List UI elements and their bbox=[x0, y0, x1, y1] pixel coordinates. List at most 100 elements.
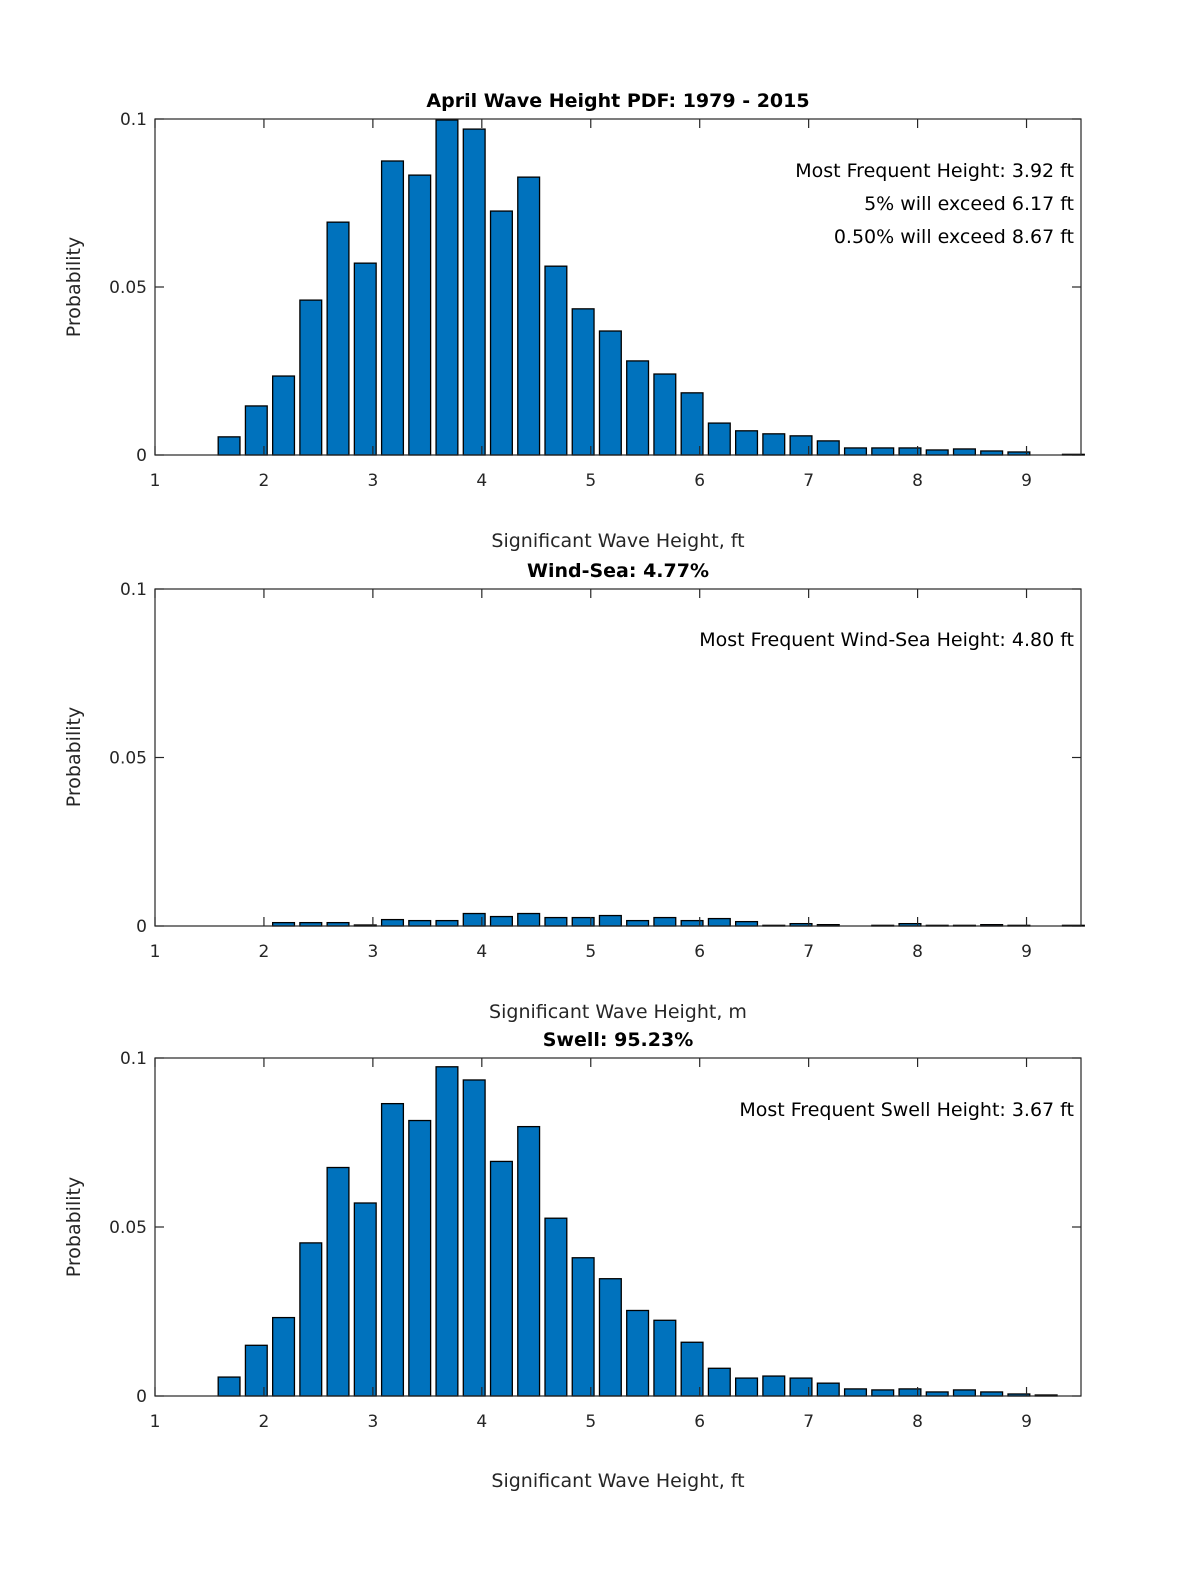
bar bbox=[408, 919, 432, 927]
bar bbox=[653, 1319, 677, 1397]
x-tick-label: 7 bbox=[803, 471, 814, 491]
bar bbox=[517, 176, 541, 456]
bar bbox=[925, 449, 949, 456]
bar bbox=[353, 262, 377, 456]
x-tick-label: 3 bbox=[367, 1412, 378, 1432]
x-axis-label: Significant Wave Height, ft bbox=[491, 1470, 744, 1492]
bar bbox=[326, 221, 350, 456]
x-tick-label: 1 bbox=[150, 471, 161, 491]
annotation-most-frequent: Most Frequent Height: 3.92 ft bbox=[795, 160, 1074, 182]
bar bbox=[598, 1278, 622, 1397]
bar bbox=[980, 450, 1004, 456]
bar bbox=[925, 1391, 949, 1397]
bar bbox=[517, 912, 541, 927]
bar bbox=[626, 360, 650, 456]
bar bbox=[871, 447, 895, 456]
x-tick-label: 6 bbox=[694, 942, 705, 962]
x-tick-label: 3 bbox=[367, 942, 378, 962]
bar bbox=[762, 1375, 786, 1397]
bar bbox=[299, 299, 323, 456]
bar bbox=[571, 1257, 595, 1397]
bar bbox=[435, 119, 459, 456]
y-tick-label: 0.05 bbox=[109, 278, 147, 298]
bar bbox=[980, 1391, 1004, 1397]
bar bbox=[517, 1125, 541, 1397]
bar bbox=[680, 392, 704, 456]
bar bbox=[489, 915, 513, 927]
bar bbox=[598, 914, 622, 927]
x-axis-label: Significant Wave Height, ft bbox=[491, 530, 744, 552]
bar bbox=[626, 919, 650, 927]
y-axis-label: Probability bbox=[63, 1177, 85, 1277]
x-axis-label: Significant Wave Height, m bbox=[489, 1001, 747, 1023]
annotation-most-frequent-swell: Most Frequent Swell Height: 3.67 ft bbox=[739, 1099, 1074, 1121]
bar bbox=[544, 265, 568, 456]
y-tick-label: 0 bbox=[136, 917, 147, 937]
ticks: 1 2 3 4 5 6 7 8 9 0 0.05 0.1 bbox=[109, 580, 1081, 962]
x-tick-label: 4 bbox=[476, 942, 487, 962]
panel-swell: Swell: 95.23% 1 2 3 4 5 6 7 8 9 0 0.05 0.1 Most Fre… bbox=[63, 1029, 1082, 1492]
bar bbox=[544, 1217, 568, 1397]
bar bbox=[380, 918, 405, 927]
x-tick-label: 5 bbox=[585, 942, 596, 962]
bar bbox=[735, 430, 759, 456]
x-tick-label: 4 bbox=[476, 1412, 487, 1432]
x-tick-label: 9 bbox=[1021, 942, 1032, 962]
bar bbox=[571, 308, 595, 456]
x-tick-label: 8 bbox=[912, 471, 923, 491]
bar bbox=[653, 916, 677, 927]
bar bbox=[735, 920, 759, 927]
x-tick-label: 9 bbox=[1021, 471, 1032, 491]
bar bbox=[707, 1367, 731, 1397]
bar bbox=[816, 1382, 840, 1397]
x-tick-label: 8 bbox=[912, 942, 923, 962]
x-tick-label: 6 bbox=[694, 471, 705, 491]
y-tick-label: 0 bbox=[136, 446, 147, 466]
y-tick-label: 0.1 bbox=[120, 580, 147, 600]
panel-overall: April Wave Height PDF: 1979 - 2015 1 2 3 4 5… bbox=[63, 90, 1085, 552]
bar bbox=[952, 448, 976, 456]
bar bbox=[272, 1316, 296, 1397]
x-tick-label: 9 bbox=[1021, 1412, 1032, 1432]
y-tick-label: 0.05 bbox=[109, 749, 147, 769]
bar bbox=[353, 1202, 377, 1397]
bar bbox=[272, 375, 296, 456]
annotation-5pct-exceed: 5% will exceed 6.17 ft bbox=[864, 193, 1074, 215]
bar bbox=[762, 433, 786, 456]
bar bbox=[816, 440, 840, 456]
bar bbox=[299, 1242, 323, 1397]
bars bbox=[272, 912, 1085, 927]
bar bbox=[843, 1388, 868, 1397]
x-tick-label: 7 bbox=[803, 1412, 814, 1432]
bar bbox=[489, 210, 513, 456]
bar bbox=[435, 919, 459, 927]
y-tick-label: 0.05 bbox=[109, 1218, 147, 1238]
bars bbox=[217, 119, 1085, 456]
bar bbox=[735, 1377, 759, 1397]
annotation-0.5pct-exceed: 0.50% will exceed 8.67 ft bbox=[834, 226, 1074, 248]
y-tick-label: 0.1 bbox=[120, 110, 147, 130]
chart-title: Wind-Sea: 4.77% bbox=[527, 560, 709, 582]
x-tick-label: 8 bbox=[912, 1412, 923, 1432]
x-tick-label: 6 bbox=[694, 1412, 705, 1432]
bar bbox=[217, 1376, 241, 1397]
x-tick-label: 2 bbox=[259, 1412, 270, 1432]
bar bbox=[843, 447, 868, 456]
bar bbox=[462, 1079, 486, 1397]
panel-wind-sea: Wind-Sea: 4.77% 1 2 3 4 5 6 7 8 9 0 0.05 0.1 Most F… bbox=[63, 560, 1085, 1023]
bar bbox=[435, 1066, 459, 1397]
x-tick-label: 5 bbox=[585, 1412, 596, 1432]
bar bbox=[626, 1309, 650, 1397]
x-tick-label: 1 bbox=[150, 1412, 161, 1432]
x-tick-label: 5 bbox=[585, 471, 596, 491]
x-tick-label: 2 bbox=[259, 471, 270, 491]
y-tick-label: 0 bbox=[136, 1387, 147, 1407]
bar bbox=[462, 128, 486, 456]
bar bbox=[653, 373, 677, 456]
bar bbox=[544, 916, 568, 927]
annotation-most-frequent-wind-sea: Most Frequent Wind-Sea Height: 4.80 ft bbox=[699, 629, 1074, 651]
y-tick-label: 0.1 bbox=[120, 1049, 147, 1069]
ticks: 1 2 3 4 5 6 7 8 9 0 0.05 0.1 bbox=[109, 110, 1081, 491]
ticks: 1 2 3 4 5 6 7 8 9 0 0.05 0.1 bbox=[109, 1049, 1081, 1432]
